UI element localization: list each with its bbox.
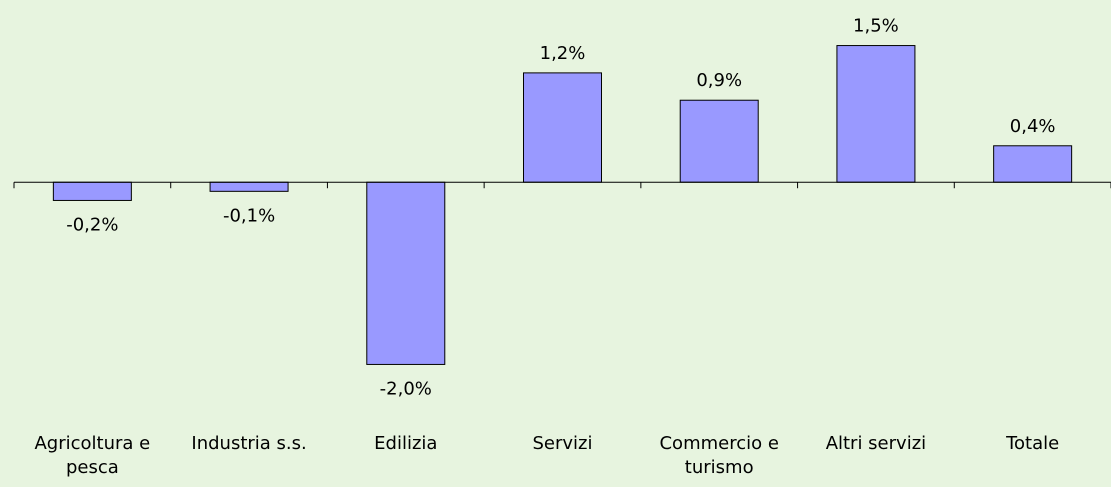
value-label: -2,0% bbox=[380, 378, 432, 399]
bar bbox=[366, 181, 446, 365]
bar bbox=[993, 145, 1073, 183]
bar bbox=[52, 181, 132, 201]
bar bbox=[523, 72, 602, 183]
x-tick-label: Edilizia bbox=[374, 433, 438, 454]
x-tick-label: Totale bbox=[1006, 433, 1060, 454]
x-tick-label: Servizi bbox=[532, 433, 593, 454]
value-label: 1,5% bbox=[853, 16, 899, 37]
value-label: -0,1% bbox=[223, 205, 275, 226]
value-label: 0,4% bbox=[1010, 116, 1056, 137]
bar bbox=[836, 45, 916, 183]
x-tick-label: Agricoltura e pesca bbox=[34, 433, 151, 478]
x-tick-label: Industria s.s. bbox=[191, 433, 307, 454]
x-tick-label: Commercio e turismo bbox=[659, 433, 779, 478]
x-tick-label: Altri servizi bbox=[825, 433, 927, 454]
value-label: -0,2% bbox=[66, 214, 118, 235]
value-label: 1,2% bbox=[540, 43, 586, 64]
bar bbox=[209, 181, 289, 192]
bar bbox=[679, 99, 759, 183]
value-label: 0,9% bbox=[696, 70, 742, 91]
